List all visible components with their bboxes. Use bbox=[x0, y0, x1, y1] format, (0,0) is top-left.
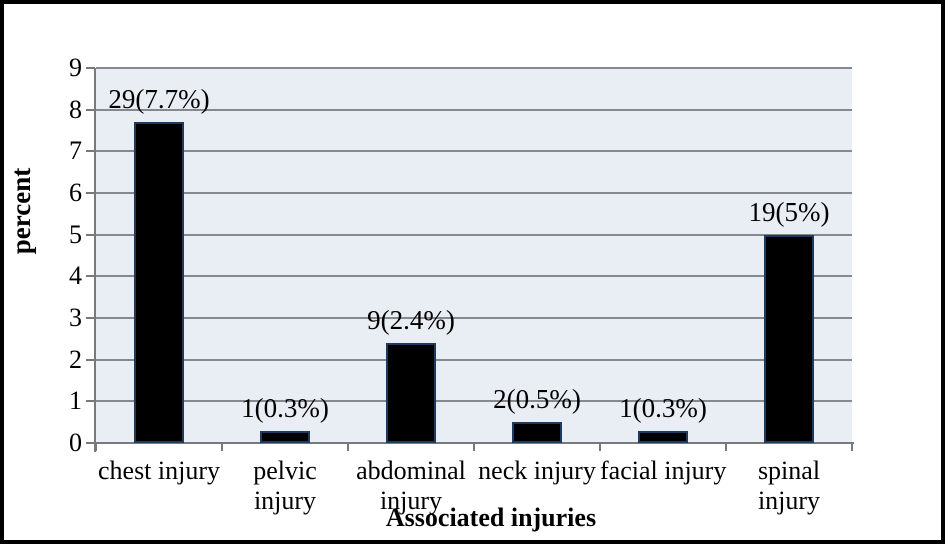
bar-spinal-injury bbox=[764, 234, 814, 443]
bar-facial-injury bbox=[638, 430, 688, 443]
y-tick-label-0: 0 bbox=[69, 428, 82, 457]
y-tick-label-9: 9 bbox=[69, 53, 82, 82]
x-tick-3 bbox=[473, 443, 475, 451]
x-tick-0 bbox=[95, 443, 97, 451]
y-tick-2 bbox=[86, 358, 95, 361]
x-tick-1 bbox=[221, 443, 223, 451]
gridline-y2 bbox=[96, 358, 852, 361]
y-tick-6 bbox=[86, 192, 95, 194]
data-label-facial-injury: 1(0.3%) bbox=[619, 392, 707, 423]
gridline-y1 bbox=[96, 400, 852, 403]
bar-chest-injury bbox=[134, 122, 184, 443]
gridline-y8 bbox=[96, 108, 852, 111]
y-tick-label-3: 3 bbox=[69, 303, 82, 332]
y-tick-3 bbox=[86, 317, 95, 319]
x-category-label-spinal-injury: spinal injury bbox=[757, 456, 821, 515]
gridline-y4 bbox=[96, 275, 852, 278]
plot-area bbox=[96, 68, 852, 443]
y-tick-8 bbox=[86, 108, 95, 111]
y-tick-label-2: 2 bbox=[69, 344, 82, 374]
bar-neck-injury bbox=[512, 422, 562, 443]
x-category-label-neck-injury: neck injury bbox=[478, 456, 596, 485]
y-tick-1 bbox=[86, 400, 95, 403]
gridline-y9 bbox=[96, 67, 852, 69]
x-category-label-pelvic-injury: pelvic injury bbox=[253, 456, 317, 515]
y-tick-label-8: 8 bbox=[69, 94, 82, 124]
y-tick-label-5: 5 bbox=[69, 219, 82, 249]
data-label-spinal-injury: 19(5%) bbox=[748, 196, 830, 227]
x-category-label-facial-injury: facial injury bbox=[600, 456, 727, 485]
y-tick-4 bbox=[86, 275, 95, 278]
data-label-neck-injury: 2(0.5%) bbox=[493, 384, 581, 415]
x-tick-4 bbox=[599, 443, 601, 451]
gridline-y3 bbox=[96, 317, 852, 319]
y-tick-7 bbox=[86, 150, 95, 153]
gridline-y6 bbox=[96, 192, 852, 194]
data-label-pelvic-injury: 1(0.3%) bbox=[241, 392, 329, 423]
y-tick-9 bbox=[86, 67, 95, 69]
bar-pelvic-injury bbox=[260, 430, 310, 443]
bar-abdominal-injury bbox=[386, 343, 436, 443]
y-tick-label-7: 7 bbox=[69, 136, 82, 166]
y-tick-5 bbox=[86, 233, 95, 236]
data-label-abdominal-injury: 9(2.4%) bbox=[367, 305, 455, 335]
x-category-label-abdominal-injury: abdominal injury bbox=[356, 456, 466, 515]
x-tick-6 bbox=[851, 443, 853, 451]
data-label-chest-injury: 29(7.7%) bbox=[108, 84, 210, 115]
y-tick-label-4: 4 bbox=[69, 261, 82, 291]
y-tick-label-6: 6 bbox=[69, 178, 82, 207]
x-tick-2 bbox=[347, 443, 349, 451]
gridline-y7 bbox=[96, 150, 852, 153]
y-tick-label-1: 1 bbox=[69, 386, 82, 416]
y-tick-0 bbox=[86, 442, 95, 444]
y-axis-line bbox=[94, 68, 96, 452]
x-tick-5 bbox=[725, 443, 727, 451]
x-category-label-chest-injury: chest injury bbox=[97, 456, 221, 485]
gridline-y5 bbox=[96, 233, 852, 236]
x-axis-title: Associated injuries bbox=[385, 503, 597, 532]
